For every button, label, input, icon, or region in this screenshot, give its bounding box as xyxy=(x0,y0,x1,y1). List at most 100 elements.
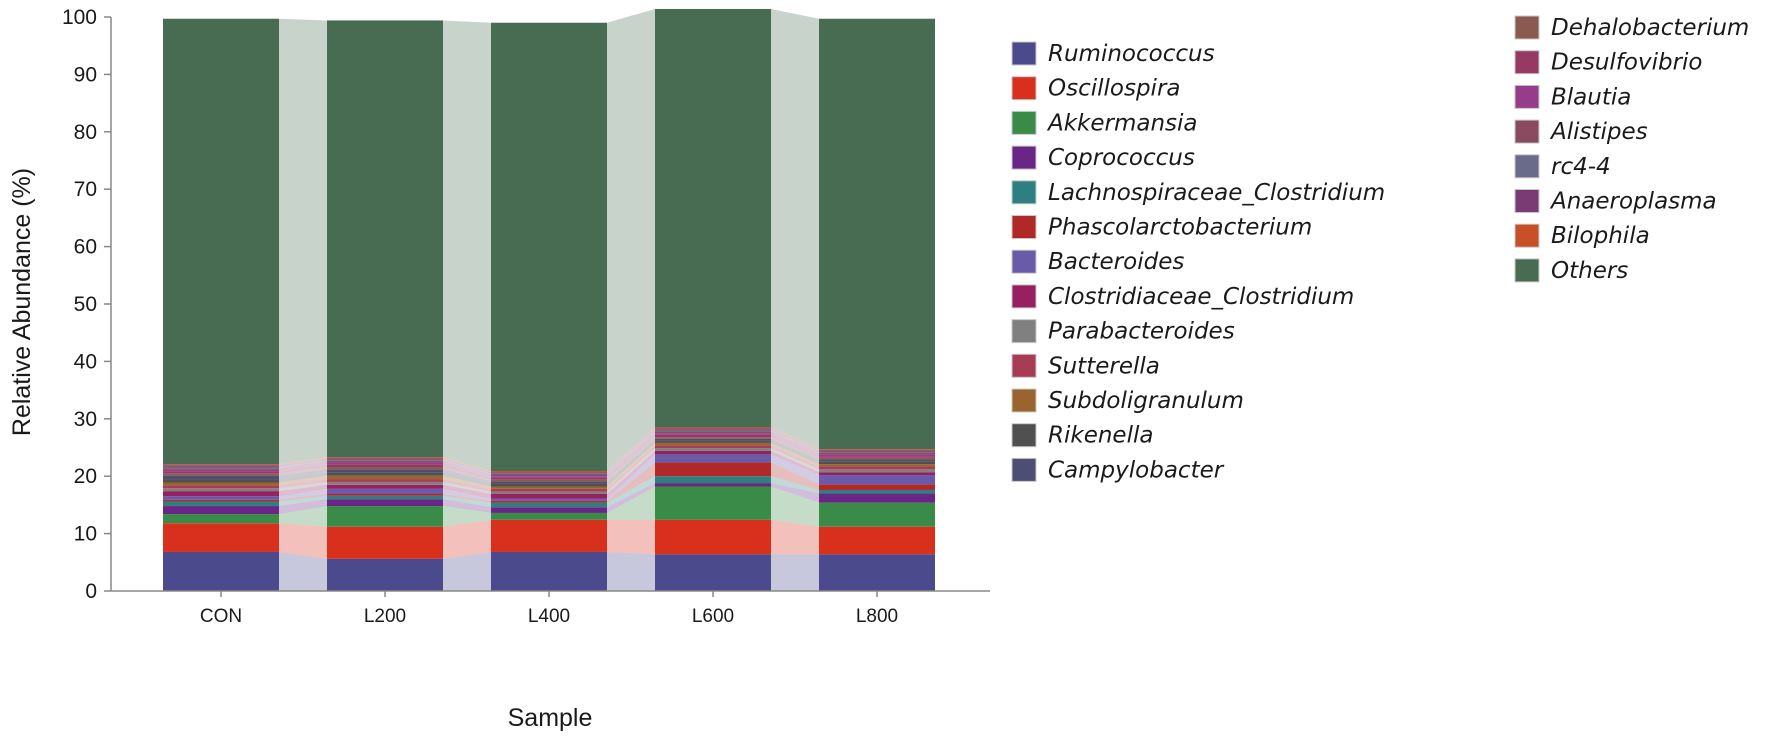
y-tick-label-70: 70 xyxy=(74,178,97,201)
legend-label-ruminococcus: Ruminococcus xyxy=(1048,41,1215,67)
band-sutterella-2 xyxy=(443,479,491,492)
bar-anaeroplasma-l400 xyxy=(491,472,607,474)
bar-dehalobacterium-con xyxy=(163,473,279,476)
band-anaeroplasma-4 xyxy=(771,428,819,452)
bar-bacteroides-l400 xyxy=(491,498,607,501)
bar-bacteroides-l800 xyxy=(819,475,935,485)
band-lachnospiraceae-clostridium-4 xyxy=(771,476,819,494)
bar-lachnospiraceae-clostridium-l800 xyxy=(819,489,935,494)
x-tick-label-con: CON xyxy=(200,606,242,627)
bar-clostridiaceae-clostridium-l800 xyxy=(819,472,935,476)
band-oscillospira-3 xyxy=(607,519,655,555)
band-parabacteroides-4 xyxy=(771,448,819,473)
legend-label-subdoligranulum: Subdoligranulum xyxy=(1048,388,1244,414)
bar-lachnospiraceae-clostridium-l600 xyxy=(655,476,771,484)
legend-label-anaeroplasma: Anaeroplasma xyxy=(1549,189,1717,215)
bar-coprococcus-l600 xyxy=(655,483,771,487)
band-parabacteroides-1 xyxy=(279,481,327,492)
band-campylobacter-1 xyxy=(279,469,327,480)
legend-label-blautia: Blautia xyxy=(1551,84,1631,110)
legend-label-rikenella: Rikenella xyxy=(1048,423,1153,449)
legend-swatch-anaeroplasma xyxy=(1514,189,1540,213)
bar-oscillospira-l200 xyxy=(327,526,443,559)
bar-clostridiaceae-clostridium-l200 xyxy=(327,484,443,489)
y-axis-title: Relative Abundance (%) xyxy=(8,168,36,436)
legend-label-lachnospiraceae-clostridium: Lachnospiraceae_Clostridium xyxy=(1048,180,1385,206)
bar-rc4-4-l200 xyxy=(327,459,443,461)
band-clostridiaceae-clostridium-1 xyxy=(279,484,327,497)
bar-oscillospira-l600 xyxy=(655,519,771,555)
bar-lachnospiraceae-clostridium-l200 xyxy=(327,495,443,500)
band-coprococcus-4 xyxy=(771,483,819,503)
band-blautia-2 xyxy=(443,462,491,478)
connector-bands xyxy=(279,8,819,591)
band-rc4-4-4 xyxy=(771,429,819,453)
bar-ruminococcus-l400 xyxy=(491,551,607,591)
bar-blautia-l800 xyxy=(819,454,935,457)
bar-clostridiaceae-clostridium-l400 xyxy=(491,493,607,499)
bar-campylobacter-l600 xyxy=(655,438,771,441)
band-alistipes-3 xyxy=(607,431,655,477)
band-dehalobacterium-4 xyxy=(771,437,819,460)
legend-label-dehalobacterium: Dehalobacterium xyxy=(1551,15,1749,41)
band-others-3 xyxy=(607,8,655,472)
legend-label-coprococcus: Coprococcus xyxy=(1048,145,1195,171)
bar-alistipes-l400 xyxy=(491,474,607,477)
legend-swatch-phascolarctobacterium xyxy=(1011,215,1037,239)
bar-sutterella-l400 xyxy=(491,488,607,492)
band-ruminococcus-3 xyxy=(607,551,655,591)
band-subdoligranulum-4 xyxy=(771,442,819,467)
band-oscillospira-4 xyxy=(771,519,819,555)
legend-swatch-clostridiaceae-clostridium xyxy=(1011,284,1037,309)
legend-swatch-sutterella xyxy=(1011,353,1037,378)
legend-swatch-bacteroides xyxy=(1011,249,1037,274)
bar-lachnospiraceae-clostridium-l400 xyxy=(491,502,607,508)
bar-phascolarctobacterium-l600 xyxy=(655,462,771,477)
band-subdoligranulum-1 xyxy=(279,475,327,486)
bar-coprococcus-con xyxy=(163,506,279,515)
bar-sutterella-l600 xyxy=(655,445,771,449)
band-sutterella-1 xyxy=(279,479,327,489)
band-blautia-1 xyxy=(279,462,327,472)
band-lachnospiraceae-clostridium-3 xyxy=(607,476,655,508)
band-subdoligranulum-2 xyxy=(443,475,491,489)
band-clostridiaceae-clostridium-3 xyxy=(607,450,655,499)
bar-desulfovibrio-l200 xyxy=(327,464,443,468)
band-parabacteroides-2 xyxy=(443,481,491,494)
bar-parabacteroides-l400 xyxy=(491,491,607,494)
band-campylobacter-3 xyxy=(607,438,655,484)
band-lachnospiraceae-clostridium-2 xyxy=(443,495,491,508)
legend-label-others: Others xyxy=(1551,258,1628,284)
legend-label-rc4-4: rc4-4 xyxy=(1551,154,1611,180)
bar-rikenella-l800 xyxy=(819,461,935,465)
bar-parabacteroides-l800 xyxy=(819,469,935,473)
legend-swatch-dehalobacterium xyxy=(1514,15,1540,40)
legend-label-desulfovibrio: Desulfovibrio xyxy=(1551,50,1703,76)
legend-swatch-rikenella xyxy=(1011,423,1037,448)
bar-rikenella-l600 xyxy=(655,440,771,443)
bar-bilophila-l200 xyxy=(327,457,443,459)
legend-swatch-coprococcus xyxy=(1011,145,1037,170)
bar-subdoligranulum-l400 xyxy=(491,486,607,489)
band-others-1 xyxy=(279,18,327,465)
bar-bilophila-l800 xyxy=(819,449,935,451)
bar-ruminococcus-l200 xyxy=(327,558,443,591)
band-alistipes-4 xyxy=(771,431,819,455)
band-rc4-4-2 xyxy=(443,459,491,475)
x-tick-label-l200: L200 xyxy=(364,606,406,627)
bar-coprococcus-l400 xyxy=(491,507,607,513)
bar-akkermansia-con xyxy=(163,514,279,524)
legend-swatch-blautia xyxy=(1514,84,1540,109)
bar-campylobacter-l200 xyxy=(327,469,443,473)
bar-bacteroides-con xyxy=(163,496,279,500)
legend-swatch-subdoligranulum xyxy=(1011,388,1037,413)
band-campylobacter-2 xyxy=(443,469,491,484)
bar-others-con xyxy=(163,18,279,465)
band-rc4-4-1 xyxy=(279,459,327,469)
y-tick-label-40: 40 xyxy=(74,350,97,373)
bar-campylobacter-con xyxy=(163,475,279,480)
band-bacteroides-1 xyxy=(279,488,327,500)
bar-lachnospiraceae-clostridium-con xyxy=(163,501,279,507)
y-tick-label-20: 20 xyxy=(74,465,97,488)
bar-sutterella-l200 xyxy=(327,479,443,482)
